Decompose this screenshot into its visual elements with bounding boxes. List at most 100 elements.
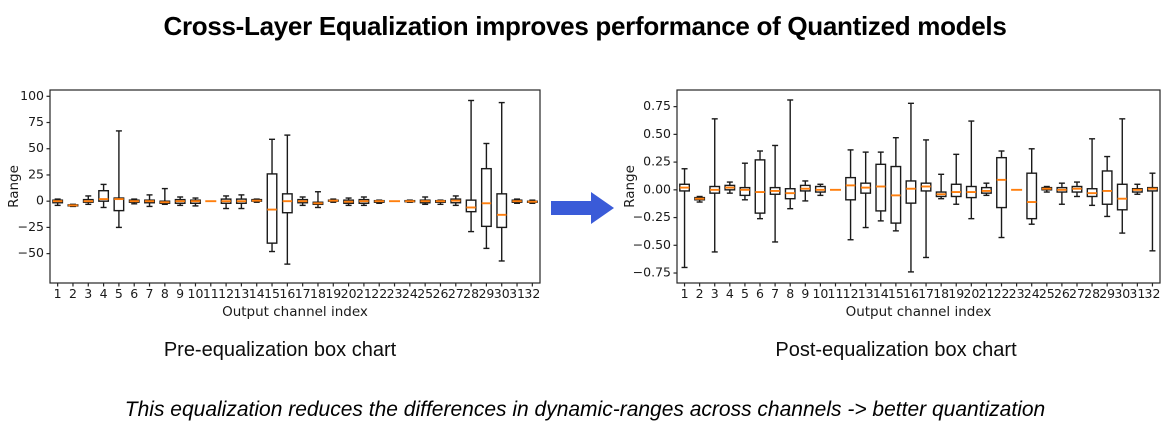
svg-text:24: 24: [1024, 286, 1040, 301]
svg-text:−0.75: −0.75: [633, 265, 671, 280]
svg-text:26: 26: [1054, 286, 1070, 301]
y-axis: 100 75 50 25 0 −25 −50: [18, 88, 50, 260]
svg-text:19: 19: [948, 286, 964, 301]
svg-text:22: 22: [371, 286, 387, 301]
x-axis-label: Output channel index: [222, 304, 368, 320]
svg-text:25: 25: [417, 286, 433, 301]
boxplot-channel-20: [965, 120, 977, 220]
boxplot-channel-5: [739, 162, 751, 201]
svg-text:75: 75: [28, 114, 44, 129]
svg-text:23: 23: [1009, 286, 1025, 301]
svg-text:0.75: 0.75: [643, 98, 671, 113]
svg-text:2: 2: [69, 286, 77, 301]
svg-text:2: 2: [696, 286, 704, 301]
x-axis: 1 2 3 4 5 6 7 8 9 10 11 12 13 14 15 16 17 18 19 20 21 22 23 24 2…: [681, 283, 1160, 301]
boxplot-channel-31: [511, 198, 523, 204]
boxplot-channel-32: [526, 199, 538, 204]
y-axis-label: Range: [622, 165, 638, 208]
svg-text:28: 28: [463, 286, 479, 301]
svg-text:29: 29: [478, 286, 494, 301]
y-axis-label: Range: [6, 165, 22, 208]
x-axis-label: Output channel index: [846, 304, 992, 320]
boxplot-channel-2: [67, 203, 79, 208]
boxplot-channel-24: [404, 199, 416, 203]
boxplot-channel-30: [1116, 118, 1128, 234]
svg-text:31: 31: [1129, 286, 1145, 301]
boxplot-channel-7: [769, 144, 781, 243]
svg-text:6: 6: [756, 286, 764, 301]
boxplot-channel-10: [190, 197, 201, 207]
svg-text:−0.50: −0.50: [633, 237, 671, 252]
boxplot-channel-18: [935, 173, 947, 200]
boxplot-channel-26: [1056, 182, 1068, 205]
boxplot-channel-29: [480, 142, 492, 250]
plot-frame: [49, 89, 541, 284]
svg-text:50: 50: [28, 140, 44, 155]
svg-text:1: 1: [54, 286, 62, 301]
svg-text:0.00: 0.00: [643, 181, 671, 196]
svg-text:27: 27: [1069, 286, 1085, 301]
svg-text:30: 30: [1114, 286, 1130, 301]
boxplot-channel-31: [1131, 183, 1143, 195]
boxplot-channel-7: [144, 194, 155, 208]
boxplot-channel-9: [799, 180, 811, 202]
svg-text:15: 15: [264, 286, 280, 301]
svg-text:11: 11: [203, 286, 219, 301]
svg-text:8: 8: [161, 286, 169, 301]
svg-text:5: 5: [115, 286, 123, 301]
svg-text:20: 20: [341, 286, 357, 301]
boxplot-channel-16: [281, 134, 293, 265]
boxplot-channel-24: [1026, 148, 1038, 225]
boxplot-channel-22: [996, 150, 1007, 239]
boxplot-channel-8: [159, 187, 171, 206]
boxplot-channel-17: [920, 139, 932, 259]
boxplot-channel-13: [860, 151, 872, 229]
boxplot-channel-1: [679, 168, 690, 269]
svg-text:30: 30: [494, 286, 510, 301]
boxplot-channel-12: [845, 149, 857, 241]
boxplot-channel-9: [174, 196, 186, 207]
svg-text:4: 4: [726, 286, 734, 301]
boxplot-channel-14: [875, 151, 887, 222]
svg-text:17: 17: [918, 286, 934, 301]
boxplot-channel-17: [297, 196, 309, 207]
svg-text:17: 17: [295, 286, 311, 301]
svg-text:16: 16: [903, 286, 919, 301]
boxplot-channel-13: [235, 194, 247, 210]
svg-text:28: 28: [1084, 286, 1100, 301]
svg-text:29: 29: [1099, 286, 1115, 301]
svg-text:10: 10: [188, 286, 204, 301]
right-arrow-shape: [551, 192, 614, 224]
boxplot-channel-14: [251, 198, 263, 203]
bottom-note: This equalization reduces the difference…: [124, 398, 1046, 421]
svg-text:−0.25: −0.25: [633, 209, 671, 224]
svg-text:22: 22: [994, 286, 1010, 301]
boxplot-channel-1: [52, 198, 64, 207]
svg-text:12: 12: [843, 286, 859, 301]
svg-text:7: 7: [771, 286, 779, 301]
svg-text:32: 32: [524, 286, 540, 301]
boxplot-channel-18: [312, 191, 324, 209]
svg-text:24: 24: [402, 286, 418, 301]
svg-text:3: 3: [84, 286, 92, 301]
svg-text:0.25: 0.25: [643, 154, 671, 169]
boxplot-channel-26: [435, 199, 446, 206]
svg-text:25: 25: [28, 166, 44, 181]
boxplot-channel-8: [784, 99, 796, 210]
svg-text:13: 13: [233, 286, 249, 301]
svg-text:14: 14: [873, 286, 889, 301]
svg-text:0: 0: [36, 193, 44, 208]
svg-text:16: 16: [279, 286, 295, 301]
boxplot-channel-4: [724, 181, 736, 194]
boxplot-channel-3: [82, 195, 94, 206]
svg-text:13: 13: [858, 286, 874, 301]
boxplot-channel-25: [419, 196, 431, 206]
boxplot-channel-21: [358, 196, 370, 207]
svg-text:21: 21: [978, 286, 994, 301]
svg-text:20: 20: [963, 286, 979, 301]
svg-text:4: 4: [100, 286, 108, 301]
boxplot-channel-27: [1071, 181, 1083, 198]
figure-title: Cross-Layer Equalization improves perfor…: [163, 11, 1007, 41]
boxplot-channel-29: [1101, 155, 1113, 218]
